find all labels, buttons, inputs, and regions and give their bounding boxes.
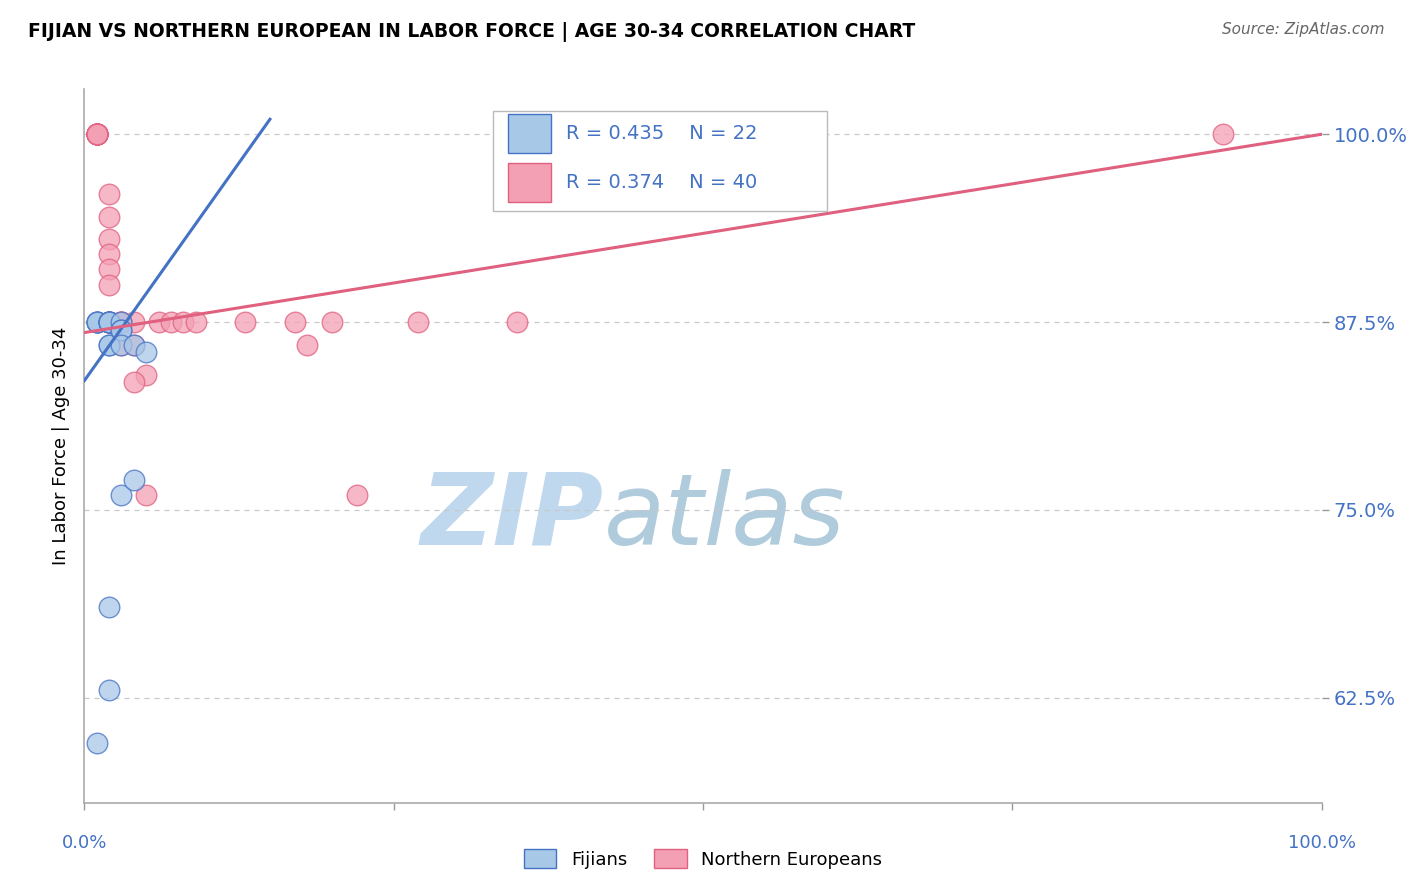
Point — [98, 315, 121, 329]
Point — [98, 277, 121, 292]
Point — [110, 337, 132, 351]
Point — [122, 337, 145, 351]
Point — [135, 488, 157, 502]
Point — [86, 128, 108, 142]
Point — [172, 315, 194, 329]
Point — [98, 315, 121, 329]
Text: Source: ZipAtlas.com: Source: ZipAtlas.com — [1222, 22, 1385, 37]
Point — [86, 128, 108, 142]
Point — [98, 187, 121, 202]
Point — [110, 315, 132, 329]
FancyBboxPatch shape — [492, 111, 827, 211]
Point — [98, 337, 121, 351]
Point — [98, 262, 121, 277]
Point — [98, 232, 121, 246]
Point — [86, 315, 108, 329]
Point — [98, 315, 121, 329]
Point — [86, 128, 108, 142]
Point — [184, 315, 207, 329]
Text: R = 0.435    N = 22: R = 0.435 N = 22 — [565, 124, 758, 144]
Point — [86, 128, 108, 142]
Point — [110, 315, 132, 329]
Point — [86, 128, 108, 142]
Point — [284, 315, 307, 329]
FancyBboxPatch shape — [508, 114, 551, 153]
Point — [110, 488, 132, 502]
Point — [86, 315, 108, 329]
Point — [122, 375, 145, 389]
Point — [233, 315, 256, 329]
Point — [86, 315, 108, 329]
Point — [160, 315, 183, 329]
Point — [135, 368, 157, 382]
Point — [110, 315, 132, 329]
Point — [110, 315, 132, 329]
Point — [98, 315, 121, 329]
Point — [110, 322, 132, 336]
Text: FIJIAN VS NORTHERN EUROPEAN IN LABOR FORCE | AGE 30-34 CORRELATION CHART: FIJIAN VS NORTHERN EUROPEAN IN LABOR FOR… — [28, 22, 915, 42]
Point — [321, 315, 343, 329]
Point — [1212, 128, 1234, 142]
Point — [122, 337, 145, 351]
Text: R = 0.374    N = 40: R = 0.374 N = 40 — [565, 173, 756, 192]
Point — [135, 345, 157, 359]
Point — [86, 128, 108, 142]
Point — [346, 488, 368, 502]
Point — [98, 315, 121, 329]
Text: 100.0%: 100.0% — [1288, 834, 1355, 852]
Point — [98, 337, 121, 351]
Point — [295, 337, 318, 351]
Text: 0.0%: 0.0% — [62, 834, 107, 852]
Point — [98, 315, 121, 329]
Text: ZIP: ZIP — [420, 469, 605, 566]
FancyBboxPatch shape — [508, 162, 551, 202]
Point — [86, 315, 108, 329]
Point — [98, 315, 121, 329]
Point — [86, 128, 108, 142]
Text: atlas: atlas — [605, 469, 845, 566]
Point — [86, 128, 108, 142]
Point — [98, 683, 121, 698]
Point — [98, 210, 121, 224]
Point — [122, 315, 145, 329]
Y-axis label: In Labor Force | Age 30-34: In Labor Force | Age 30-34 — [52, 326, 70, 566]
Point — [506, 315, 529, 329]
Point — [408, 315, 430, 329]
Point — [86, 128, 108, 142]
Point — [98, 315, 121, 329]
Point — [122, 473, 145, 487]
Point — [98, 600, 121, 615]
Point — [148, 315, 170, 329]
Legend: Fijians, Northern Europeans: Fijians, Northern Europeans — [516, 842, 890, 876]
Point — [86, 736, 108, 750]
Point — [98, 247, 121, 261]
Point — [86, 128, 108, 142]
Point — [110, 322, 132, 336]
Point — [110, 337, 132, 351]
